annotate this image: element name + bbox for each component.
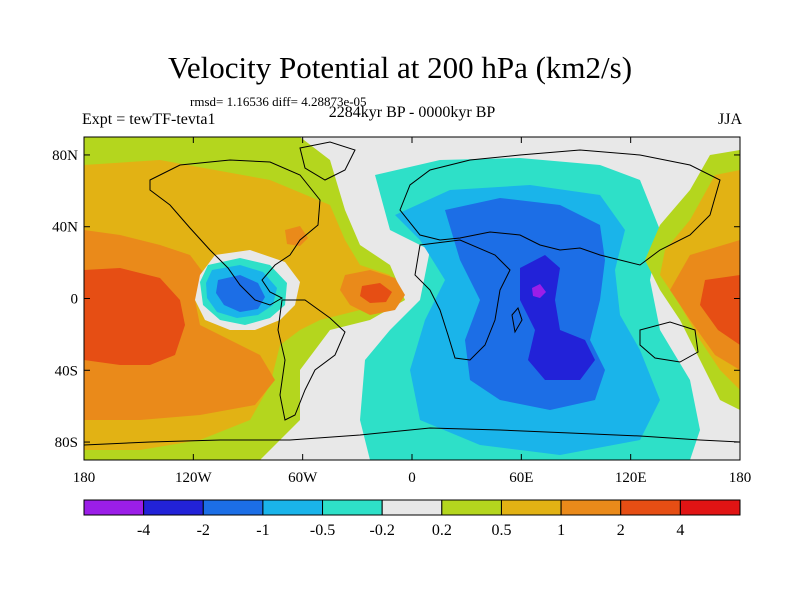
- colorbar-label: 4: [676, 522, 684, 539]
- coastlines: [84, 141, 740, 446]
- colorbar-box: [202, 499, 264, 516]
- colorbar-label: 1: [557, 522, 565, 539]
- lon-label: 180: [73, 470, 96, 486]
- colorbar-label: -0.5: [310, 522, 335, 539]
- colorbar-box: [143, 499, 204, 516]
- coast-australia: [639, 321, 699, 363]
- coast-madagascar: [511, 307, 523, 334]
- lon-label: 60E: [509, 470, 533, 486]
- lon-label: 0: [408, 470, 416, 486]
- lon-label: 120W: [175, 470, 213, 486]
- colorbar-label: -0.2: [370, 522, 395, 539]
- colorbar-box: [83, 499, 145, 516]
- lat-label: 80S: [55, 435, 78, 451]
- season-label: JJA: [717, 111, 742, 128]
- period-text: 2284kyr BP - 0000kyr BP: [328, 104, 496, 121]
- latitude-labels: 80N 40N 0 40S 80S: [52, 148, 78, 451]
- coast-africa: [414, 239, 511, 361]
- west-pacific-positive-4: [700, 275, 740, 345]
- lat-label: 40S: [55, 363, 78, 379]
- lat-label: 40N: [52, 220, 78, 236]
- axis-ticks: [83, 137, 741, 460]
- lon-label: 60W: [288, 470, 318, 486]
- colorbar-box: [679, 499, 741, 516]
- coast-eurasia: [399, 149, 721, 266]
- coast-greenland: [299, 141, 356, 181]
- colorbar-box: [441, 499, 502, 516]
- chart-title: Velocity Potential at 200 hPa (km2/s): [167, 50, 633, 85]
- colorbar-label: 0.2: [432, 522, 452, 539]
- lon-label: 120E: [615, 470, 647, 486]
- experiment-label: Expt = tewTF-tevta1: [82, 111, 216, 128]
- colorbar-box: [381, 499, 443, 516]
- colorbar-box: [620, 499, 681, 516]
- colorbar-labels: -4 -2 -1 -0.5 -0.2 0.2 0.5 1 2 4: [137, 522, 684, 539]
- colorbar-box: [262, 499, 324, 516]
- colorbar-box: [500, 499, 562, 516]
- colorbar-box: [560, 499, 622, 516]
- central-america-deep: [216, 275, 265, 312]
- coast-south-america: [277, 299, 346, 421]
- us-positive: [285, 226, 308, 246]
- lon-label: 180: [729, 470, 752, 486]
- coast-antarctica: [84, 427, 740, 446]
- colorbar-label: 0.5: [491, 522, 511, 539]
- coast-north-america: [149, 159, 321, 306]
- lat-label: 0: [71, 292, 79, 308]
- lat-label: 80N: [52, 148, 78, 164]
- colorbar: [83, 499, 741, 516]
- atlantic-max: [360, 283, 392, 303]
- colorbar-label: -4: [137, 522, 150, 539]
- contour-field: [84, 137, 740, 460]
- colorbar-label: -1: [256, 522, 269, 539]
- pacific-positive-4: [84, 268, 185, 365]
- indian-ocean-min: [532, 284, 546, 298]
- stats-text: rmsd= 1.16536 diff= 4.28873e-05: [190, 94, 367, 109]
- colorbar-label: -2: [197, 522, 210, 539]
- longitude-labels: 180 120W 60W 0 60E 120E 180: [73, 470, 752, 486]
- colorbar-label: 2: [617, 522, 625, 539]
- colorbar-box: [322, 499, 383, 516]
